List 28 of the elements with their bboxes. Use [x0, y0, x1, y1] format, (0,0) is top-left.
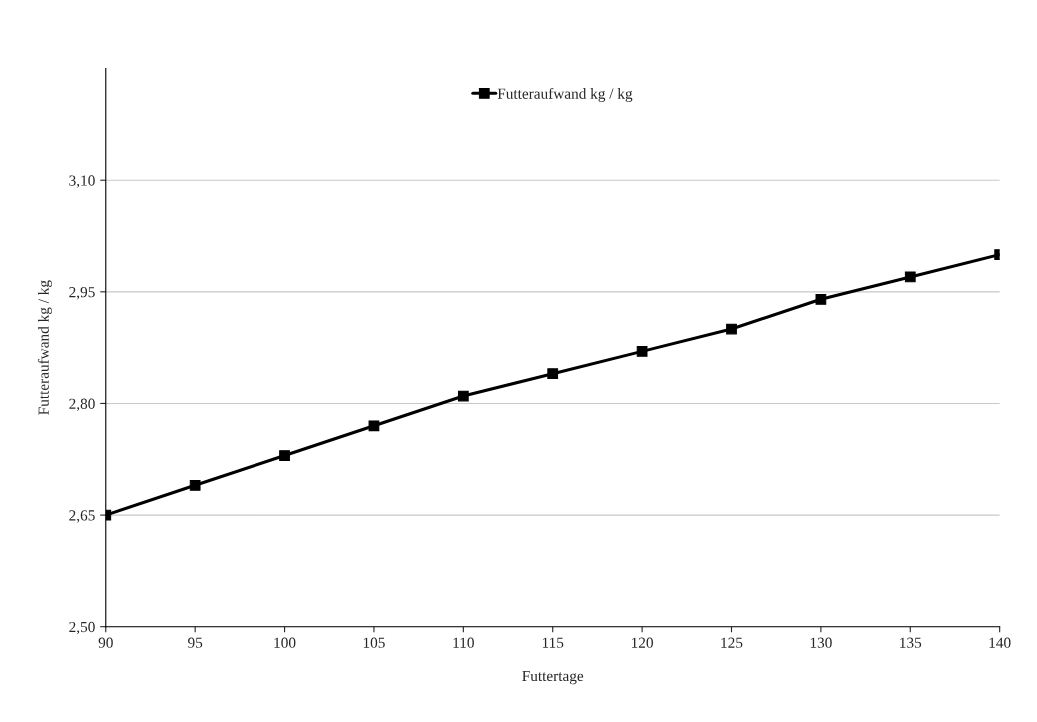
x-tick-label: 130 [810, 637, 832, 648]
y-tick-label: 3,10 [69, 175, 95, 188]
y-tick-label: 2,80 [69, 398, 95, 412]
point [457, 390, 469, 402]
point [726, 323, 737, 335]
x-tick-label: 135 [900, 637, 922, 648]
y-tick-label: 2,50 [69, 621, 95, 635]
point [368, 420, 380, 432]
x-axis-title: Futtertage [522, 670, 584, 685]
point [815, 293, 827, 305]
y-tick-label: 2,95 [69, 287, 95, 300]
legend-label: Futteraufwand kg / kg [497, 87, 633, 102]
point [279, 450, 290, 461]
point [636, 345, 648, 357]
x-tick-label: 115 [542, 637, 564, 648]
x-tick-label: 90 [98, 637, 113, 648]
point [547, 368, 559, 380]
point [189, 479, 201, 491]
x-tick-label: 110 [453, 637, 474, 648]
y-tick-label: 2,65 [69, 510, 95, 523]
x-tick-label: 100 [274, 637, 296, 648]
x-tick-label: 125 [721, 637, 743, 648]
y-axis-title: Futteraufwand kg / kg [37, 280, 52, 415]
point [904, 271, 916, 283]
x-tick-label: 105 [363, 637, 385, 648]
x-tick-label: 140 [989, 637, 1011, 648]
x-tick-label: 120 [632, 637, 653, 648]
x-tick-label: 95 [188, 637, 203, 648]
